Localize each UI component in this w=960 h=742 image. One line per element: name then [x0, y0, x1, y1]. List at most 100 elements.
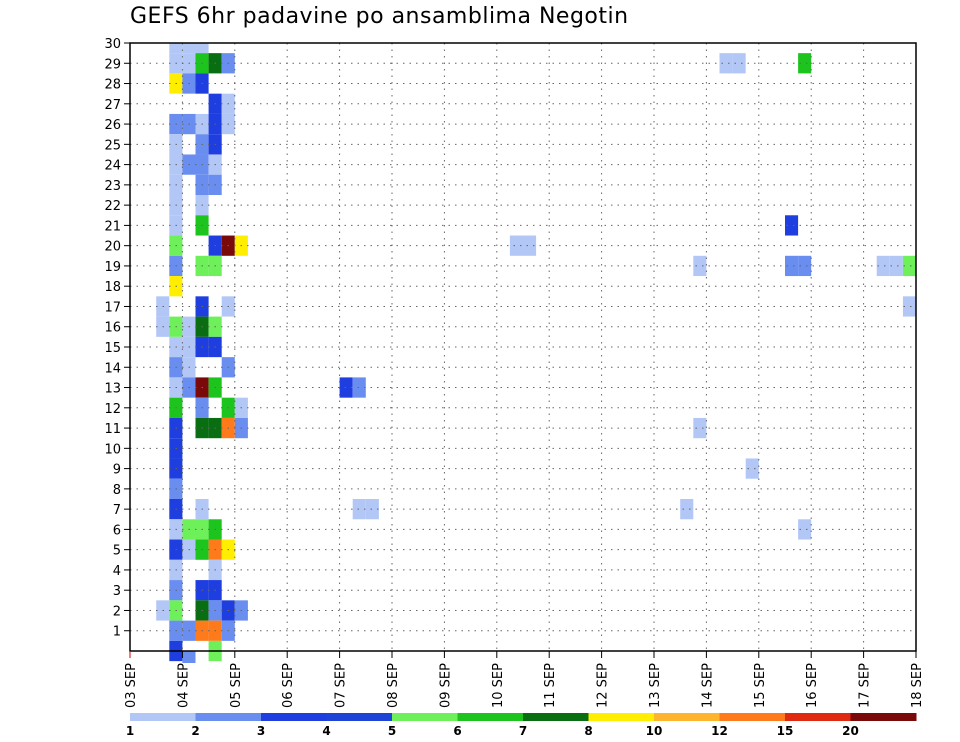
heatmap-cell	[745, 458, 759, 479]
x-tick-label: 10 SEP	[491, 663, 506, 708]
heatmap-cell	[352, 499, 366, 520]
y-tick-label: 5	[113, 544, 121, 559]
heatmap-cell	[719, 53, 733, 74]
heatmap-cell	[785, 215, 799, 236]
y-tick-label: 24	[104, 159, 121, 174]
y-tick-label: 2	[113, 604, 121, 619]
heatmap-cell	[182, 43, 196, 54]
x-tick-label: 11 SEP	[543, 663, 558, 708]
colorbar-segment	[719, 713, 786, 721]
grid-layer	[130, 42, 916, 651]
heatmap-cell	[785, 255, 799, 277]
colorbar-label: 4	[322, 724, 330, 738]
heatmap-cell	[169, 43, 183, 54]
heatmap-cell	[693, 417, 707, 439]
colorbar-segment	[261, 713, 327, 721]
colorbar-segment	[654, 713, 720, 721]
colorbar-label: 10	[646, 724, 663, 738]
y-tick-label: 10	[104, 442, 121, 457]
cells-layer	[156, 43, 916, 663]
colorbar-label: 20	[842, 724, 859, 738]
heatmap-cell	[732, 53, 746, 74]
colorbar-label: 1	[126, 724, 134, 738]
y-tick-label: 16	[104, 321, 121, 336]
x-tick-label: 17 SEP	[858, 663, 873, 708]
y-tick-label: 7	[113, 503, 121, 518]
colorbar-segment	[195, 713, 262, 721]
y-tick-label: 15	[104, 341, 121, 356]
y-tick-label: 14	[104, 361, 121, 376]
colorbar-segment	[457, 713, 524, 721]
heatmap-cell	[798, 255, 812, 277]
heatmap-cell	[902, 296, 916, 317]
heatmap-cell	[195, 43, 209, 54]
colorbar-segment	[326, 713, 393, 721]
y-tick-label: 8	[113, 483, 121, 498]
heatmap-cell	[339, 377, 353, 398]
x-tick-label: 04 SEP	[176, 663, 191, 708]
y-tick-label: 1	[113, 625, 121, 640]
colorbar-label: 7	[519, 724, 527, 738]
heatmap-cell	[365, 499, 379, 520]
y-tick-label: 11	[104, 422, 121, 437]
x-tick-label: 16 SEP	[805, 663, 820, 708]
heatmap-cell	[889, 255, 903, 277]
x-tick-label: 08 SEP	[386, 663, 401, 708]
heatmap-cell	[509, 235, 523, 256]
heatmap-cell	[798, 53, 812, 74]
y-tick-label: 21	[104, 219, 121, 234]
y-tick-label: 30	[104, 37, 121, 52]
x-tick-label: 18 SEP	[910, 663, 925, 708]
y-tick-label: 13	[104, 382, 121, 397]
x-tick-label: 09 SEP	[438, 663, 453, 708]
heatmap-cell	[182, 651, 196, 663]
y-tick-label: 6	[113, 523, 121, 538]
heatmap-cell	[798, 519, 812, 540]
colorbar-label: 5	[388, 724, 396, 738]
colorbar-label: 15	[777, 724, 794, 738]
y-tick-label: 3	[113, 584, 121, 599]
y-tick-label: 12	[104, 402, 121, 417]
x-tick-label: 12 SEP	[596, 663, 611, 708]
x-tick-label: 06 SEP	[281, 663, 296, 708]
heatmap-cell	[523, 235, 537, 256]
heatmap-cell	[680, 499, 694, 520]
colorbar-label: 12	[711, 724, 728, 738]
colorbar-segment	[588, 713, 655, 721]
heatmap-cell	[693, 255, 707, 277]
colorbar-segment	[130, 713, 196, 721]
colorbar-label: 8	[584, 724, 592, 738]
heatmap-cell	[352, 377, 366, 398]
x-axis: 03 SEP 04 SEP 05 SEP 06 SEP 07 SEP 08 SEP 09 S…	[124, 651, 925, 708]
y-tick-label: 17	[104, 300, 121, 315]
chart-title: GEFS 6hr padavine po ansamblima Negotin	[130, 4, 629, 29]
heatmap-cell	[902, 255, 916, 277]
y-axis: 1234567891011121314151617181920212223242…	[104, 37, 130, 640]
y-tick-label: 23	[104, 179, 121, 194]
x-tick-label: 07 SEP	[334, 663, 349, 708]
y-tick-label: 29	[104, 57, 121, 72]
colorbar-segment	[785, 713, 851, 721]
colorbar-label: 3	[257, 724, 265, 738]
colorbar-label: 6	[453, 724, 461, 738]
x-tick-label: 05 SEP	[229, 663, 244, 708]
colorbar-segment	[850, 713, 917, 721]
y-tick-label: 20	[104, 240, 121, 255]
colorbar: 1 2 3 4 5 6 7 8 10 12 15 20	[126, 713, 917, 738]
colorbar-segment	[392, 713, 458, 721]
y-tick-label: 18	[104, 280, 121, 295]
x-tick-label: 13 SEP	[648, 663, 663, 708]
y-tick-label: 25	[104, 138, 121, 153]
y-tick-label: 27	[104, 98, 121, 113]
colorbar-label: 2	[191, 724, 199, 738]
y-tick-label: 19	[104, 260, 121, 275]
x-tick-label: 03 SEP	[124, 663, 139, 708]
heatmap-cell	[876, 255, 890, 277]
y-tick-label: 22	[104, 199, 121, 214]
y-tick-label: 9	[113, 463, 121, 478]
y-tick-label: 28	[104, 78, 121, 93]
colorbar-segment	[523, 713, 589, 721]
x-tick-label: 15 SEP	[753, 663, 768, 708]
y-tick-label: 26	[104, 118, 121, 133]
